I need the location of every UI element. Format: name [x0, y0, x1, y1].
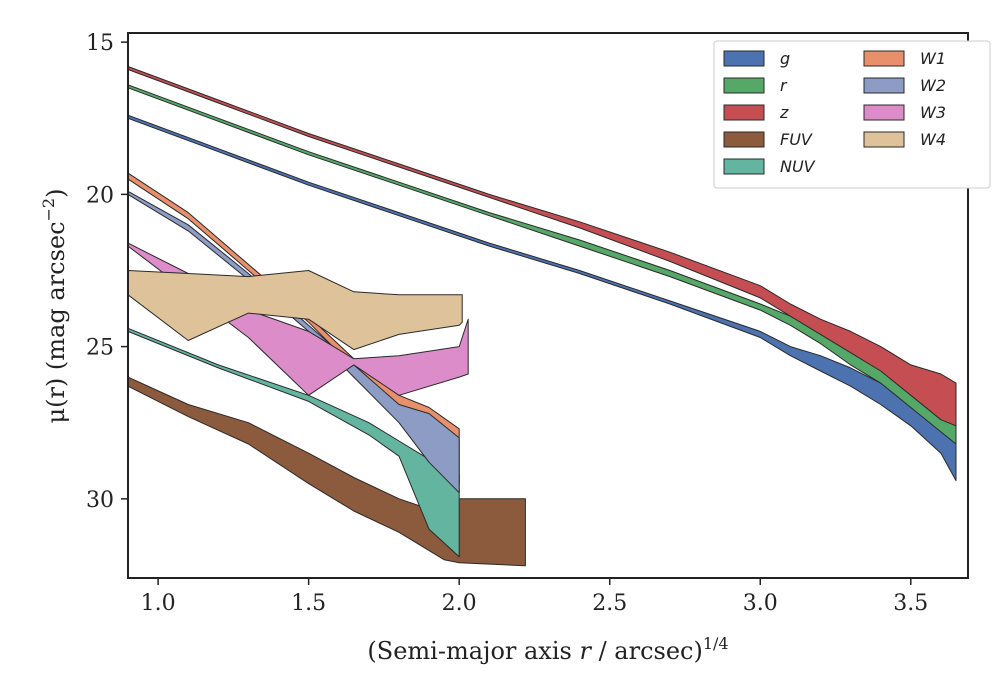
- y-axis-title: μ(r) (mag arcsec−2): [39, 189, 70, 424]
- band-nuv: [127, 327, 460, 558]
- legend-swatch-w3: [863, 104, 905, 121]
- legend-label-r: r: [780, 76, 788, 95]
- x-tick-label: 3.0: [743, 591, 778, 616]
- legend: grz FUV NUV W1 W2 W3 W4: [713, 40, 991, 189]
- legend-label-w4: W4: [920, 130, 946, 149]
- y-tick-label: 15: [86, 31, 114, 56]
- x-axis-title: (Semi-major axis r / arcsec)1/4: [367, 634, 728, 665]
- bands-layer: [127, 66, 957, 567]
- band-w4: [127, 270, 463, 351]
- x-tick-label: 1.5: [291, 591, 326, 616]
- legend-label-w3: W3: [920, 103, 946, 122]
- legend-swatch-fuv: [723, 131, 765, 148]
- legend-swatch-z: [723, 104, 765, 121]
- legend-label-w2: W2: [920, 76, 946, 95]
- legend-swatch-w1: [863, 50, 905, 67]
- x-tick-label: 2.5: [592, 591, 627, 616]
- y-tick-label: 30: [86, 488, 114, 513]
- band-g: [127, 114, 957, 482]
- legend-label-z: z: [779, 103, 789, 122]
- legend-swatch-g: [723, 50, 765, 67]
- legend-label-fuv: FUV: [780, 130, 813, 149]
- band-z: [127, 66, 957, 427]
- x-axis: 1.0 1.5 2.0 2.5 3.0 3.5: [141, 578, 928, 616]
- x-tick-label: 3.5: [893, 591, 928, 616]
- y-tick-label: 25: [86, 336, 114, 361]
- y-axis: 15 20 25 30: [86, 31, 128, 513]
- legend-swatch-nuv: [723, 158, 765, 175]
- legend-swatch-w4: [863, 131, 905, 148]
- band-r: [127, 84, 957, 445]
- legend-label-w1: W1: [920, 49, 946, 68]
- legend-label-g: g: [780, 49, 790, 68]
- y-tick-label: 20: [86, 183, 114, 208]
- plot-frame: [127, 32, 969, 579]
- legend-swatch-r: [723, 77, 765, 94]
- x-tick-label: 2.0: [442, 591, 477, 616]
- legend-swatch-w2: [863, 77, 905, 94]
- legend-label-nuv: NUV: [780, 157, 816, 176]
- x-tick-label: 1.0: [141, 591, 176, 616]
- legend-box: [713, 40, 991, 189]
